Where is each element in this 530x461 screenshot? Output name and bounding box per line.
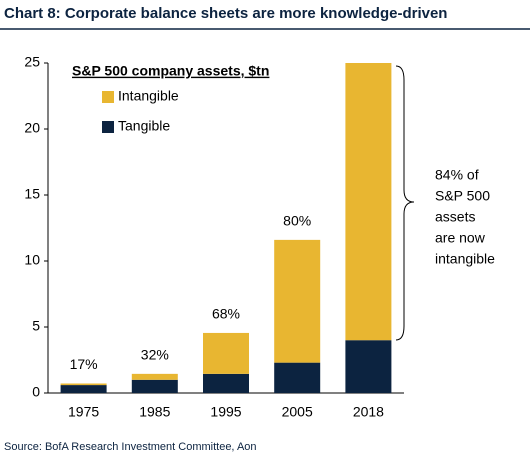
x-tick-label: 1985 bbox=[139, 404, 170, 420]
y-tick-label: 10 bbox=[24, 252, 40, 268]
y-tick-label: 25 bbox=[24, 54, 40, 70]
bar-segment bbox=[131, 379, 178, 393]
bar-segment bbox=[203, 373, 249, 393]
x-tick-label: 1975 bbox=[68, 404, 99, 420]
bar-segment bbox=[274, 239, 321, 363]
chart-title: Chart 8: Corporate balance sheets are mo… bbox=[4, 5, 447, 22]
legend-label: Tangible bbox=[118, 118, 170, 134]
bar-segment bbox=[60, 385, 107, 393]
bracket bbox=[395, 65, 415, 341]
legend-label: Intangible bbox=[118, 88, 179, 104]
legend-swatch bbox=[102, 121, 114, 133]
y-tick-label: 5 bbox=[32, 318, 40, 334]
x-tick-label: 1995 bbox=[210, 404, 241, 420]
subtitle: S&P 500 company assets, $tn bbox=[72, 63, 269, 79]
bar-segment bbox=[60, 383, 107, 386]
bar-label: 32% bbox=[141, 347, 169, 363]
bar-segment bbox=[203, 332, 249, 374]
y-tick-label: 15 bbox=[24, 186, 40, 202]
bar-segment bbox=[274, 362, 321, 393]
source: Source: BofA Research Investment Committ… bbox=[4, 441, 257, 453]
y-tick-label: 0 bbox=[32, 384, 40, 400]
annotation: are now bbox=[435, 230, 486, 246]
legend-swatch bbox=[102, 91, 114, 103]
bar-segment bbox=[345, 63, 392, 341]
bar-label: 80% bbox=[283, 213, 311, 229]
bar-segment bbox=[345, 340, 392, 393]
annotation: intangible bbox=[435, 251, 495, 267]
bar-segment bbox=[131, 373, 178, 380]
bar-label: 17% bbox=[70, 356, 98, 372]
bar-label: 68% bbox=[212, 306, 240, 322]
x-tick-label: 2018 bbox=[353, 404, 384, 420]
y-tick-label: 20 bbox=[24, 120, 40, 136]
annotation: 84% of bbox=[435, 167, 479, 183]
annotation: assets bbox=[435, 209, 475, 225]
x-tick-label: 2005 bbox=[282, 404, 313, 420]
annotation: S&P 500 bbox=[435, 188, 490, 204]
